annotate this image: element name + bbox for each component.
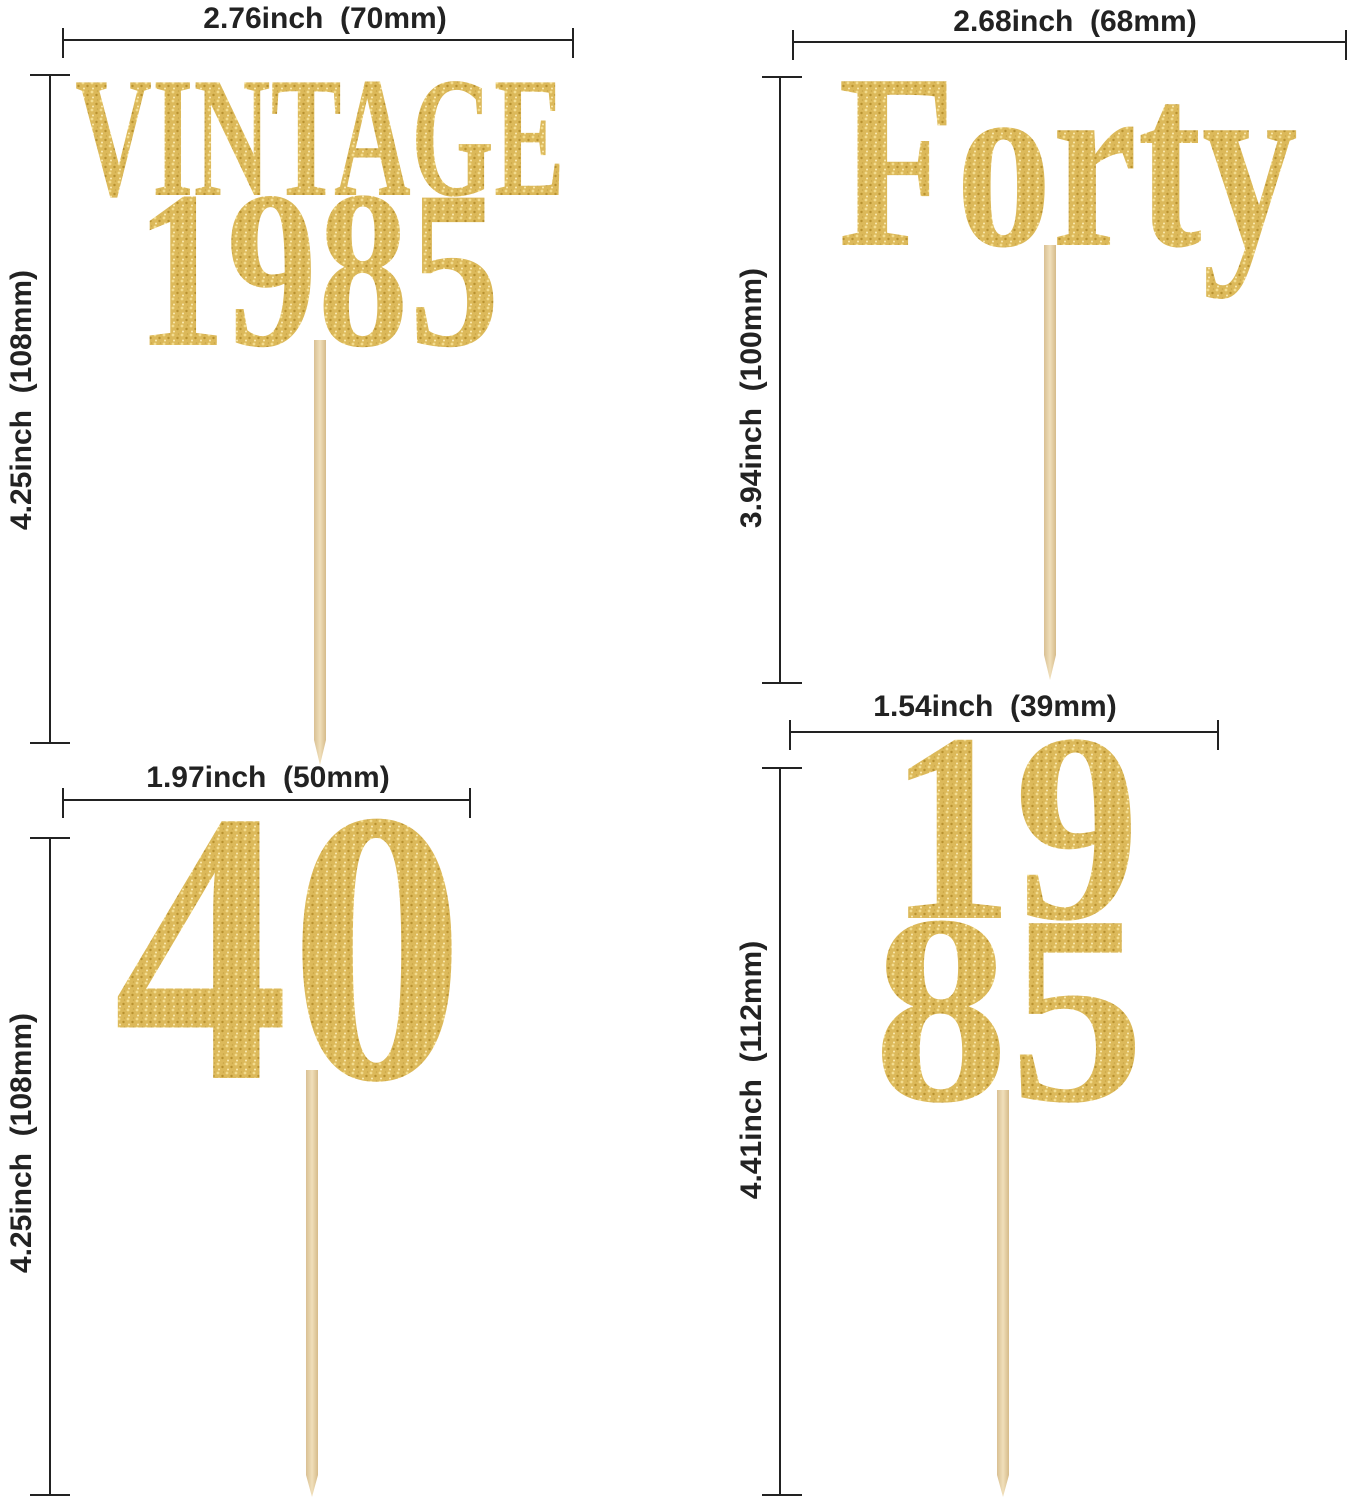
topper-40: 40: [113, 731, 465, 1163]
stick-vintage-1985: [314, 340, 326, 765]
width-label-19-85: 1.54inch (39mm): [873, 690, 1116, 723]
topper-text-19: 19: [888, 678, 1140, 977]
height-label-19-85: 4.41inch (112mm): [735, 941, 768, 1199]
height-label-40: 4.25inch (108mm): [5, 1013, 38, 1273]
topper-text-1985: 1985: [135, 144, 500, 394]
topper-vintage-1985: VINTAGE 1985: [75, 43, 565, 394]
topper-19-85: 19 85: [873, 678, 1145, 1159]
sticks: [306, 245, 1056, 1497]
stick-forty: [1044, 245, 1056, 680]
topper-text-85: 85: [873, 860, 1145, 1159]
topper-forty: Forty: [838, 23, 1298, 300]
stick-40: [306, 1070, 318, 1497]
stick-19-85: [997, 1090, 1009, 1497]
dimension-lines: [30, 28, 1347, 1496]
width-label-40: 1.97inch (50mm): [146, 761, 389, 794]
height-label-forty: 3.94inch (100mm): [735, 268, 768, 528]
height-label-vintage-1985: 4.25inch (108mm): [5, 270, 38, 530]
topper-text-40: 40: [113, 731, 465, 1163]
topper-text-vintage: VINTAGE: [75, 43, 565, 233]
dimension-labels: 2.76inch (70mm) 4.25inch (108mm) 2.68inc…: [5, 2, 1197, 1273]
width-label-forty: 2.68inch (68mm): [953, 5, 1196, 38]
width-label-vintage-1985: 2.76inch (70mm): [203, 2, 446, 35]
topper-text-forty: Forty: [838, 23, 1298, 300]
